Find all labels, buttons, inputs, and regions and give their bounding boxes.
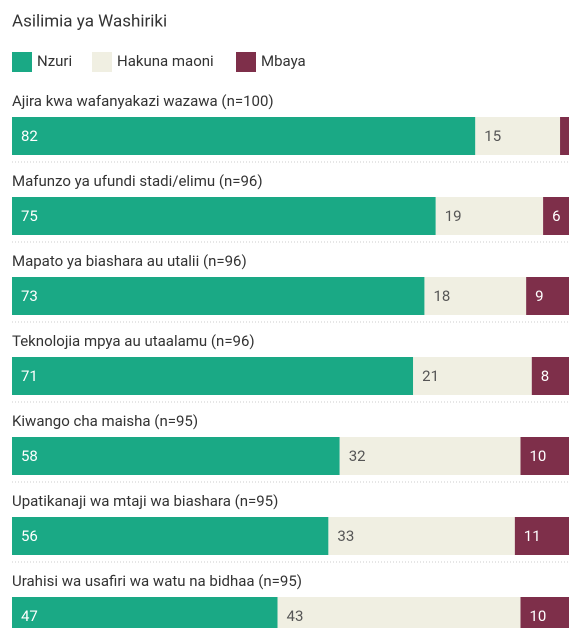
category-label: Ajira kwa wafanyakazi wazawa (n=100) xyxy=(12,92,274,110)
value-label: 56 xyxy=(21,527,38,545)
category-label: Teknolojia mpya au utaalamu (n=96) xyxy=(12,332,255,350)
bar-segment xyxy=(12,357,414,395)
bar-segment xyxy=(520,597,569,628)
legend-swatch xyxy=(12,52,32,72)
value-label: 18 xyxy=(433,287,450,305)
bar-segment xyxy=(12,117,476,155)
bar-segment xyxy=(531,357,569,395)
bar-segment xyxy=(12,517,329,555)
category-label: Kiwango cha maisha (n=95) xyxy=(12,412,198,430)
value-label: 73 xyxy=(21,287,38,305)
value-label: 11 xyxy=(524,527,541,545)
bar-segment xyxy=(514,517,569,555)
bar-segment xyxy=(328,517,515,555)
value-label: 33 xyxy=(337,527,354,545)
value-label: 32 xyxy=(349,447,366,465)
bar-segment xyxy=(435,197,544,235)
chart-title: Asilimia ya Washiriki xyxy=(12,11,167,31)
legend-label: Nzuri xyxy=(37,52,72,70)
bar-segment xyxy=(424,277,527,315)
bar-segment xyxy=(526,277,569,315)
legend-swatch xyxy=(92,52,112,72)
bar-segment xyxy=(475,117,561,155)
value-label: 47 xyxy=(21,607,38,625)
value-label: 10 xyxy=(530,607,547,625)
value-label: 58 xyxy=(21,447,38,465)
value-label: 21 xyxy=(422,367,439,385)
legend-label: Hakuna maoni xyxy=(117,52,214,70)
bar-segment xyxy=(277,597,521,628)
value-label: 6 xyxy=(552,207,560,225)
bar-segment xyxy=(520,437,569,475)
value-label: 10 xyxy=(530,447,547,465)
bar-segment xyxy=(413,357,532,395)
bar-segment xyxy=(12,197,436,235)
bar-segment xyxy=(543,197,569,235)
value-label: 75 xyxy=(21,207,38,225)
bar-segment xyxy=(12,437,340,475)
value-label: 8 xyxy=(541,367,549,385)
legend-label: Mbaya xyxy=(261,52,306,70)
category-label: Urahisi wa usafiri wa watu na bidhaa (n=… xyxy=(12,572,302,590)
category-label: Mafunzo ya ufundi stadi/elimu (n=96) xyxy=(12,172,263,190)
bar-segment xyxy=(339,437,521,475)
value-label: 9 xyxy=(535,287,543,305)
bar-segment xyxy=(12,597,278,628)
value-label: 43 xyxy=(287,607,304,625)
legend-swatch xyxy=(236,52,256,72)
category-label: Mapato ya biashara au utalii (n=96) xyxy=(12,252,247,270)
value-label: 15 xyxy=(484,127,501,145)
value-label: 71 xyxy=(21,367,38,385)
category-label: Upatikanaji wa mtaji wa biashara (n=95) xyxy=(12,492,278,510)
bar-segment xyxy=(560,117,569,155)
value-label: 19 xyxy=(445,207,462,225)
value-label: 82 xyxy=(21,127,38,145)
bar-segment xyxy=(12,277,425,315)
